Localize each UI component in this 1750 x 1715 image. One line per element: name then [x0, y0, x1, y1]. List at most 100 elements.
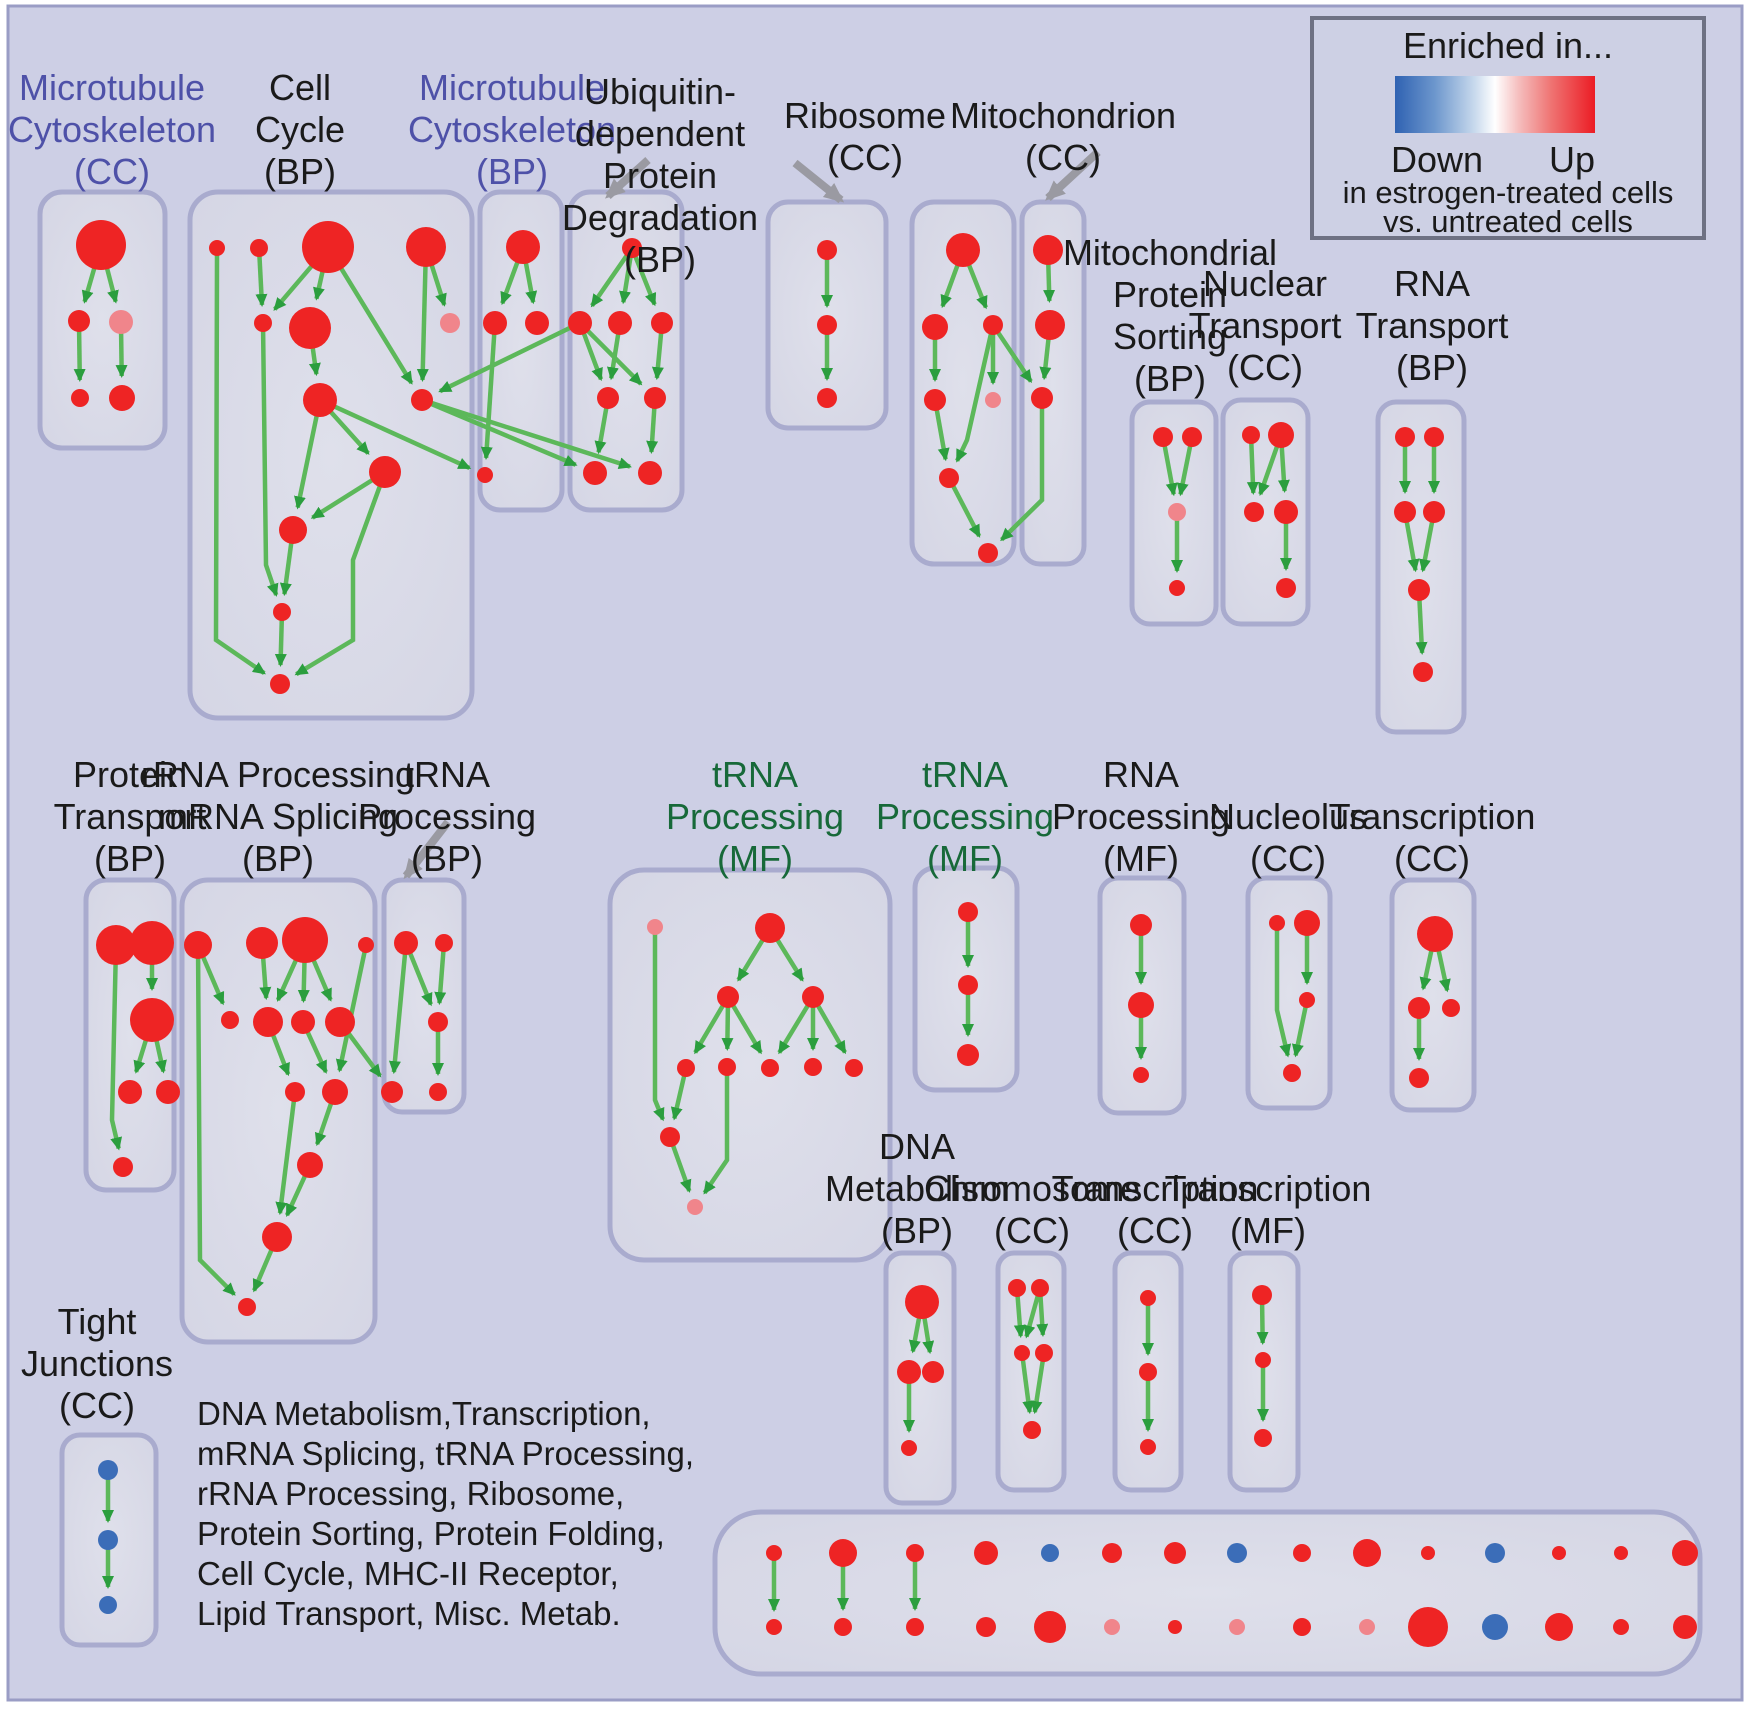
node-d3 [922, 1361, 944, 1383]
node-f4 [677, 1059, 695, 1077]
edge-r10-r11 [314, 1101, 334, 1147]
edge-o3-o4 [1291, 1005, 1309, 1058]
node-q2 [483, 311, 507, 335]
node-t2 [1268, 422, 1294, 448]
node-e6 [644, 387, 666, 409]
edge-e6-e8 [646, 406, 659, 454]
node-i1 [1140, 1290, 1156, 1306]
edge-r1-r13 [195, 956, 236, 1296]
node-a1 [76, 220, 126, 270]
cluster-label-rna-transport: (BP) [1396, 347, 1468, 388]
edge-e2-e5 [581, 331, 604, 382]
legend-subtitle-1: in estrogen-treated cells [1343, 175, 1674, 210]
node-z13 [1552, 1546, 1566, 1560]
node-z11 [1421, 1546, 1435, 1560]
edge-f2-f5 [721, 1005, 734, 1051]
node-e1 [622, 238, 642, 258]
edge-rb1-rb2 [940, 263, 961, 309]
cluster-label-dna-metabolism: (BP) [881, 1210, 953, 1251]
edge-k4-k5 [1030, 1359, 1046, 1415]
node-y10 [1359, 1619, 1375, 1635]
edge-j1-j2 [1256, 1302, 1269, 1345]
node-rb6 [939, 468, 959, 488]
node-tj1 [98, 1460, 118, 1480]
node-rb3 [983, 315, 1003, 335]
node-f7 [804, 1058, 822, 1076]
edge-rb3-m3 [995, 330, 1033, 384]
footnote-line: Protein Sorting, Protein Folding, [197, 1515, 665, 1552]
legend-title: Enriched in... [1403, 25, 1613, 66]
cluster-label-rrna-mrna: rRNA Processing [141, 754, 415, 795]
node-z14 [1614, 1546, 1628, 1560]
box-misc [712, 1509, 1703, 1677]
cluster-label-tight-junctions: (CC) [59, 1385, 135, 1426]
node-rb7 [978, 543, 998, 563]
edge-n9-e8 [429, 400, 632, 469]
cluster-label-transcription-mf: Transcription [1165, 1168, 1372, 1209]
edge-q1-q2 [500, 260, 520, 306]
node-f0 [647, 919, 663, 935]
node-n11 [279, 516, 307, 544]
node-g3 [957, 1044, 979, 1066]
cluster-label-mitochondrial-protein-sorting: Sorting [1113, 316, 1227, 357]
edge-n12-n13 [274, 618, 287, 667]
edge-k3-k5 [1020, 1358, 1035, 1415]
node-r1 [184, 931, 212, 959]
box-dna-metabolism [883, 1250, 957, 1506]
node-r7 [291, 1010, 315, 1034]
node-k4 [1035, 1344, 1053, 1362]
node-t5 [1276, 578, 1296, 598]
node-y9 [1293, 1618, 1311, 1636]
edge-r6-r9 [270, 1033, 291, 1077]
edge-n4-n7 [429, 263, 447, 307]
cluster-label-cell-cycle: Cycle [255, 109, 345, 150]
edge-n4-n9 [416, 264, 429, 382]
node-t1 [1242, 426, 1260, 444]
node-u6 [1413, 662, 1433, 682]
node-e4 [651, 312, 673, 334]
node-z1 [766, 1545, 782, 1561]
edge-o1-o4 [1274, 929, 1292, 1058]
node-n4 [406, 227, 446, 267]
edge-a1-a3 [104, 266, 119, 304]
edge-c1-c2 [1419, 949, 1434, 991]
node-n13 [270, 674, 290, 694]
node-n8 [303, 383, 337, 417]
node-z4 [974, 1541, 998, 1565]
cluster-label-ubiquitin-degradation: dependent [575, 113, 745, 154]
cluster-label-trna-processing-mf-1: Processing [666, 796, 844, 837]
edge-f1-f2 [736, 937, 766, 982]
node-r12 [262, 1222, 292, 1252]
cluster-label-microtubule-bp: Cytoskeleton [408, 109, 616, 150]
node-a3 [109, 310, 133, 334]
node-h3 [1133, 1067, 1149, 1083]
node-rb5 [985, 392, 1001, 408]
node-r9 [285, 1082, 305, 1102]
node-y8 [1229, 1619, 1245, 1635]
cluster-label-chromosome: Chromosome [924, 1168, 1140, 1209]
node-r8 [325, 1007, 355, 1037]
edge-f5-f10 [702, 1074, 730, 1195]
edges-layer [73, 253, 1451, 1612]
node-p2 [130, 921, 174, 965]
cluster-label-ubiquitin-degradation: Degradation [562, 197, 758, 238]
cluster-label-ubiquitin-degradation: Ubiquitin- [584, 71, 736, 112]
legend-up-label: Up [1549, 139, 1595, 180]
edge-d1-d3 [922, 1316, 935, 1355]
node-c1 [1417, 916, 1453, 952]
edge-n8-q4 [332, 404, 472, 471]
edge-t2-t4 [1277, 445, 1290, 493]
annotation-arrows-layer [402, 149, 1101, 880]
edge-u5-u6 [1415, 598, 1428, 655]
edge-r11-r12 [284, 1174, 308, 1218]
labels-layer: MicrotubuleCytoskeleton(CC)CellCycle(BP)… [8, 67, 1535, 1426]
node-j3 [1254, 1429, 1272, 1447]
node-tj3 [99, 1596, 117, 1614]
cluster-boxes-layer [37, 189, 1703, 1677]
legend: Enriched in... Down Up in estrogen-treat… [1310, 16, 1706, 240]
edge-r3-r8 [311, 958, 333, 1002]
node-s4 [1169, 580, 1185, 596]
node-w2 [435, 934, 453, 952]
edge-n10-n13 [294, 484, 383, 677]
